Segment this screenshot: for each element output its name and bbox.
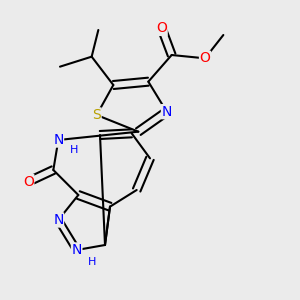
Text: N: N (161, 105, 172, 119)
Text: H: H (88, 257, 96, 267)
Text: H: H (70, 145, 79, 155)
Text: N: N (53, 213, 64, 227)
Text: O: O (23, 175, 34, 189)
Text: O: O (156, 21, 167, 35)
Text: S: S (92, 108, 101, 122)
Text: N: N (71, 243, 82, 257)
Text: O: O (200, 51, 210, 65)
Text: N: N (53, 133, 64, 147)
